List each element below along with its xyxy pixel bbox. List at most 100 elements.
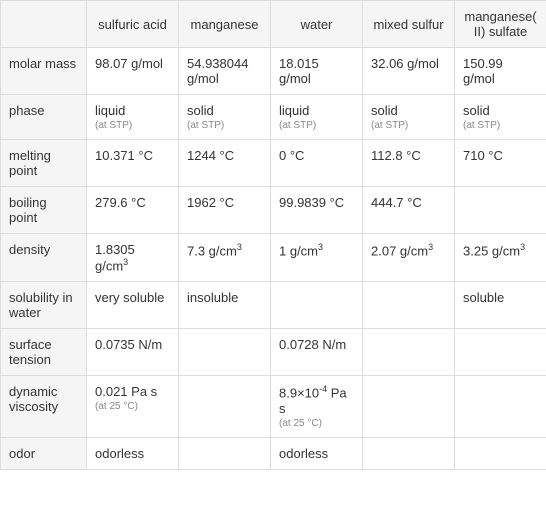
data-cell: solid (at STP): [363, 95, 455, 140]
cell-value: 0 °C: [279, 148, 304, 163]
data-cell: [363, 282, 455, 329]
data-cell: 98.07 g/mol: [87, 48, 179, 95]
data-cell: 0.0728 N/m: [271, 329, 363, 376]
data-cell: 32.06 g/mol: [363, 48, 455, 95]
data-cell: 279.6 °C: [87, 187, 179, 234]
data-cell: 10.371 °C: [87, 140, 179, 187]
cell-subtext: (at STP): [463, 120, 538, 131]
cell-value: solid: [371, 103, 398, 118]
data-cell: 150.99 g/mol: [455, 48, 546, 95]
data-cell: 0 °C: [271, 140, 363, 187]
cell-value: odorless: [95, 446, 144, 461]
cell-superscript: 3: [428, 242, 433, 252]
data-cell: insoluble: [179, 282, 271, 329]
cell-value: liquid: [95, 103, 125, 118]
table-row: boiling point 279.6 °C 1962 °C 99.9839 °C 44…: [1, 187, 546, 234]
table-row: odor odorless odorless: [1, 437, 546, 469]
cell-value: 98.07 g/mol: [95, 56, 163, 71]
data-cell: 0.021 Pa s (at 25 °C): [87, 376, 179, 437]
data-cell: 710 °C: [455, 140, 546, 187]
cell-value: 1.8305 g/cm: [95, 242, 135, 273]
data-cell: liquid (at STP): [87, 95, 179, 140]
data-cell: [455, 437, 546, 469]
cell-value: 0.0728 N/m: [279, 337, 346, 352]
data-cell: [271, 282, 363, 329]
cell-value: 1962 °C: [187, 195, 234, 210]
row-header: melting point: [1, 140, 87, 187]
data-cell: 8.9×10-4 Pa s(at 25 °C): [271, 376, 363, 437]
col-header: sulfuric acid: [87, 1, 179, 48]
table-row: density1.8305 g/cm37.3 g/cm31 g/cm32.07 …: [1, 234, 546, 282]
cell-subtext: (at 25 °C): [95, 401, 170, 412]
data-cell: liquid(at STP): [271, 95, 363, 140]
cell-subtext: (at STP): [187, 120, 262, 131]
col-header: water: [271, 1, 363, 48]
data-cell: solid (at STP): [455, 95, 546, 140]
cell-value: 1244 °C: [187, 148, 234, 163]
cell-value: solid: [187, 103, 214, 118]
data-cell: [363, 329, 455, 376]
cell-value: 8.9×10: [279, 386, 319, 401]
cell-value: 99.9839 °C: [279, 195, 344, 210]
data-cell: [179, 437, 271, 469]
row-header: phase: [1, 95, 87, 140]
row-header: molar mass: [1, 48, 87, 95]
table-row: phaseliquid(at STP)solid(at STP)liquid(a…: [1, 95, 546, 140]
corner-cell: [1, 1, 87, 48]
data-cell: odorless: [271, 437, 363, 469]
cell-value: 10.371 °C: [95, 148, 153, 163]
cell-value: insoluble: [187, 290, 238, 305]
data-cell: [363, 437, 455, 469]
row-header: odor: [1, 437, 87, 469]
cell-value: liquid: [279, 103, 309, 118]
cell-superscript: 3: [318, 242, 323, 252]
table-row: dynamic viscosity0.021 Pa s(at 25 °C)8.9…: [1, 376, 546, 437]
cell-value: 1 g/cm: [279, 243, 318, 258]
cell-value: 444.7 °C: [371, 195, 422, 210]
data-cell: 1962 °C: [179, 187, 271, 234]
cell-value: 7.3 g/cm: [187, 243, 237, 258]
header-row: sulfuric acid manganese water mixed sulf…: [1, 1, 546, 48]
data-cell: soluble: [455, 282, 546, 329]
data-cell: 3.25 g/cm3: [455, 234, 546, 282]
properties-table: sulfuric acid manganese water mixed sulf…: [0, 0, 546, 470]
cell-superscript: -4: [319, 384, 327, 394]
cell-value: 710 °C: [463, 148, 503, 163]
data-cell: solid (at STP): [179, 95, 271, 140]
row-header: density: [1, 234, 87, 282]
cell-value: 279.6 °C: [95, 195, 146, 210]
data-cell: very soluble: [87, 282, 179, 329]
cell-subtext: (at STP): [371, 120, 446, 131]
data-cell: 112.8 °C: [363, 140, 455, 187]
data-cell: [363, 376, 455, 437]
table-row: molar mass 98.07 g/mol 54.938044 g/mol 18.0…: [1, 48, 546, 95]
cell-value: 32.06 g/mol: [371, 56, 439, 71]
cell-value: solid: [463, 103, 490, 118]
data-cell: 54.938044 g/mol: [179, 48, 271, 95]
data-cell: 18.015 g/mol: [271, 48, 363, 95]
cell-superscript: 3: [123, 257, 128, 267]
cell-superscript: 3: [237, 242, 242, 252]
cell-value: 3.25 g/cm: [463, 243, 520, 258]
data-cell: 0.0735 N/m: [87, 329, 179, 376]
cell-superscript: 3: [520, 242, 525, 252]
data-cell: 7.3 g/cm3: [179, 234, 271, 282]
cell-value: odorless: [279, 446, 328, 461]
row-header: boiling point: [1, 187, 87, 234]
table-row: melting point 10.371 °C 1244 °C 0 °C 112.8 °…: [1, 140, 546, 187]
cell-value: 0.0735 N/m: [95, 337, 162, 352]
row-header: dynamic viscosity: [1, 376, 87, 437]
data-cell: 1 g/cm3: [271, 234, 363, 282]
data-cell: 444.7 °C: [363, 187, 455, 234]
data-cell: [179, 329, 271, 376]
cell-value: 0.021 Pa s: [95, 384, 157, 399]
row-header: solubility in water: [1, 282, 87, 329]
col-header: manganese(II) sulfate: [455, 1, 546, 48]
data-cell: odorless: [87, 437, 179, 469]
cell-value: 112.8 °C: [371, 148, 421, 163]
cell-value: very soluble: [95, 290, 164, 305]
cell-value: 54.938044 g/mol: [187, 56, 248, 86]
cell-value: soluble: [463, 290, 504, 305]
cell-subtext: (at 25 °C): [279, 418, 354, 429]
cell-subtext: (at STP): [95, 120, 170, 131]
